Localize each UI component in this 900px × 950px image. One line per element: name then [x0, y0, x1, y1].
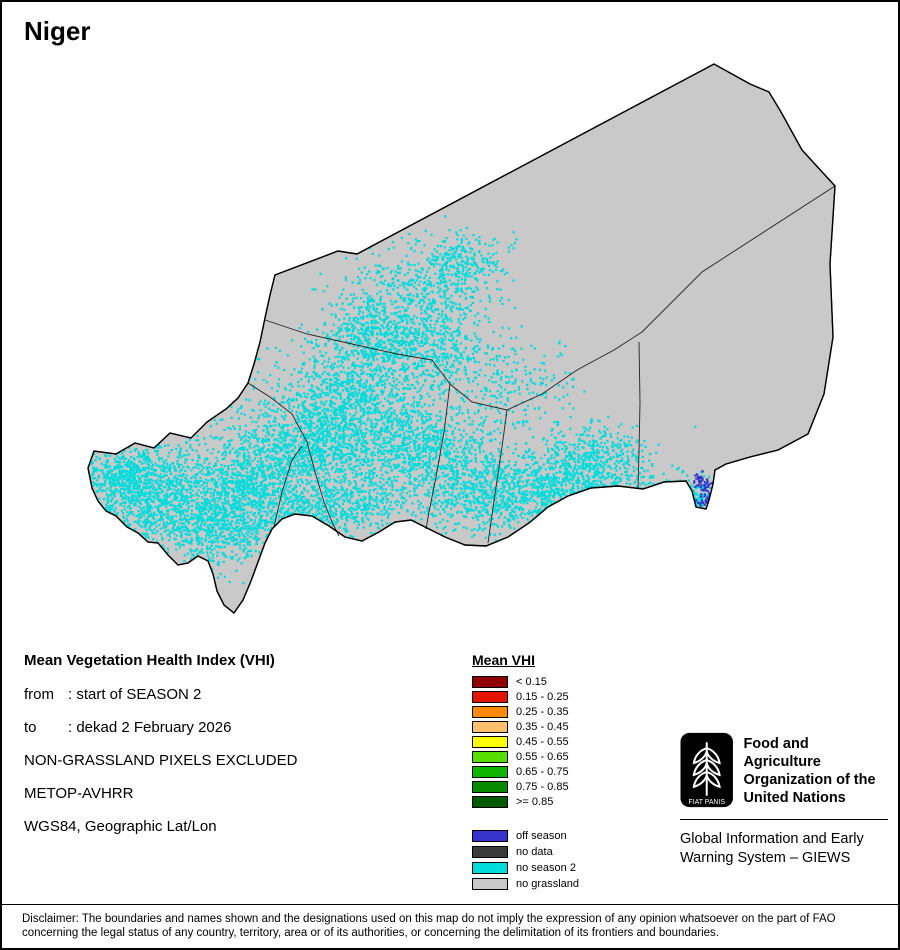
legend-row: no data [472, 846, 579, 858]
legend-row: < 0.15 [472, 676, 579, 688]
region-boundary [247, 382, 340, 537]
info-line: from : start of SEASON 2 [24, 686, 297, 703]
legend-label: 0.45 - 0.55 [516, 736, 569, 748]
legend-row: 0.55 - 0.65 [472, 751, 579, 763]
fao-org-name: Food and Agriculture Organization of the… [743, 736, 876, 806]
legend-label: 0.35 - 0.45 [516, 721, 569, 733]
fao-logo-icon: FIAT PANIS [680, 732, 733, 808]
fao-divider [680, 819, 888, 820]
map-info-block: Mean Vegetation Health Index (VHI) from:… [24, 652, 297, 851]
info-line: NON-GRASSLAND PIXELS EXCLUDED [24, 752, 297, 769]
fao-motto: FIAT PANIS [688, 799, 725, 806]
legend-row: 0.25 - 0.35 [472, 706, 579, 718]
legend-label: 0.15 - 0.25 [516, 691, 569, 703]
legend-row: 0.65 - 0.75 [472, 766, 579, 778]
legend-label: < 0.15 [516, 676, 547, 688]
no-season2-pixels [88, 215, 727, 585]
legend-swatch [472, 862, 508, 874]
legend-label: no season 2 [516, 862, 576, 874]
page-title: Niger [24, 16, 91, 46]
legend-class-list: < 0.15 0.15 - 0.25 0.25 - 0.35 0.35 - 0.45 0… [472, 676, 579, 808]
legend-swatch [472, 751, 508, 763]
legend-swatch [472, 736, 508, 748]
info-line: METOP-AVHRR [24, 785, 297, 802]
region-boundary [425, 383, 451, 530]
legend-label: >= 0.85 [516, 796, 554, 808]
legend-extra-list: off season no data no season 2 no grassland [472, 830, 579, 890]
info-line: WGS84, Geographic Lat/Lon [24, 818, 297, 835]
legend-swatch [472, 846, 508, 858]
legend-title: Mean VHI [472, 652, 536, 668]
info-line-value: WGS84, Geographic Lat/Lon [24, 818, 217, 835]
legend-label: no grassland [516, 878, 579, 890]
legend-swatch [472, 706, 508, 718]
legend-swatch [472, 796, 508, 808]
legend-swatch [472, 691, 508, 703]
legend-row: 0.45 - 0.55 [472, 736, 579, 748]
legend-swatch [472, 721, 508, 733]
legend-label: 0.25 - 0.35 [516, 706, 569, 718]
legend-row: no grassland [472, 878, 579, 890]
fao-block: FIAT PANIS Food and Agriculture Organiza… [680, 732, 888, 868]
legend-label: off season [516, 830, 567, 842]
region-boundary [487, 409, 508, 544]
info-line: to : dekad 2 February 2026 [24, 719, 297, 736]
legend-swatch [472, 766, 508, 778]
legend-label: 0.55 - 0.65 [516, 751, 569, 763]
legend-label: 0.75 - 0.85 [516, 781, 569, 793]
legend-row: 0.15 - 0.25 [472, 691, 579, 703]
region-boundary [273, 445, 303, 528]
legend-swatch [472, 676, 508, 688]
legend-label: 0.65 - 0.75 [516, 766, 569, 778]
map-info-lines: from : start of SEASON 2 to : dekad 2 Febru… [24, 686, 297, 835]
info-line-value: METOP-AVHRR [24, 785, 134, 802]
legend-row: >= 0.85 [472, 796, 579, 808]
legend-row: 0.75 - 0.85 [472, 781, 579, 793]
giews-label: Global Information and Early Warning Sys… [680, 831, 864, 866]
legend: Mean VHI < 0.15 0.15 - 0.25 0.25 - 0.35 0.3… [472, 652, 579, 894]
legend-label: no data [516, 846, 553, 858]
region-boundary [613, 185, 836, 351]
info-line-value: : dekad 2 February 2026 [68, 719, 232, 736]
vhi-heading: Mean Vegetation Health Index (VHI) [24, 652, 275, 669]
region-boundary [637, 341, 641, 490]
legend-swatch [472, 878, 508, 890]
off-season-pixels [693, 470, 720, 507]
legend-swatch [472, 781, 508, 793]
legend-swatch [472, 830, 508, 842]
info-line-label: from [24, 686, 54, 703]
info-line-value: : start of SEASON 2 [68, 686, 202, 703]
info-line-label: to [24, 719, 37, 736]
country-outline [87, 63, 836, 615]
legend-row: no season 2 [472, 862, 579, 874]
disclaimer-text: Disclaimer: The boundaries and names sho… [22, 913, 836, 939]
legend-row: off season [472, 830, 579, 842]
legend-row: 0.35 - 0.45 [472, 721, 579, 733]
info-line-value: NON-GRASSLAND PIXELS EXCLUDED [24, 752, 298, 769]
disclaimer-separator [2, 904, 898, 905]
